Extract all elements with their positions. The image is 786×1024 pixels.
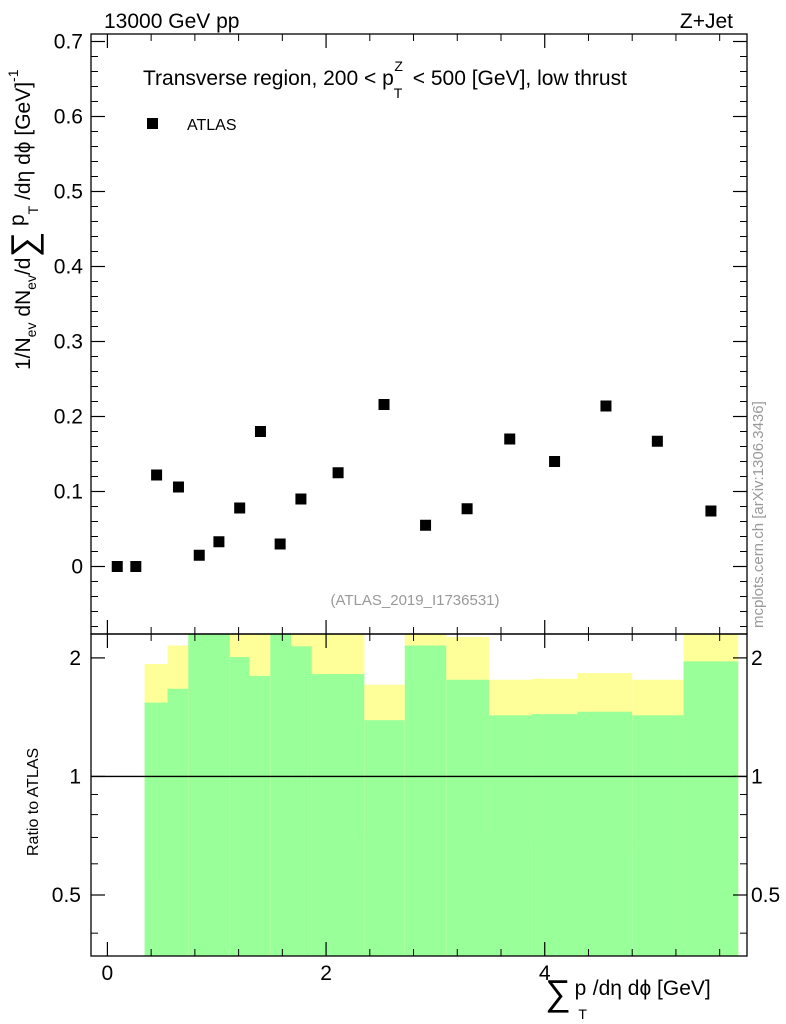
ratio-band-green — [188, 634, 230, 956]
analysis-label: (ATLAS_2019_I1736531) — [330, 592, 499, 609]
ratio-plot-frame — [90, 633, 748, 957]
y-tick-label: 0.2 — [54, 406, 83, 429]
ratio-band-green — [270, 634, 292, 956]
ylabel-part-f: p — [6, 214, 29, 232]
energy-label: 13000 GeV pp — [104, 10, 239, 33]
legend-label-atlas: ATLAS — [187, 117, 237, 134]
ratio-band-green — [531, 714, 578, 956]
data-point — [151, 469, 163, 481]
ylabel-part-h: /dη dϕ [GeV] — [12, 82, 35, 206]
data-point — [600, 400, 612, 412]
ratio-band-green — [683, 661, 739, 956]
y-tick-label: 0.7 — [54, 31, 83, 54]
x-tick-label: 0 — [102, 962, 114, 985]
watermark: mcplots.cern.ch [arXiv:1306.3436] — [750, 401, 767, 628]
ratio-y-tick-label-right: 1 — [751, 765, 763, 788]
ratio-y-tick-label: 1 — [69, 765, 81, 788]
chart-title-rest: < 500 [GeV], low thrust — [407, 67, 627, 90]
y-tick-label: 0.4 — [54, 256, 84, 279]
legend-marker-atlas — [147, 118, 158, 129]
ylabel-part-a: 1/N — [12, 337, 35, 370]
y-tick-label: 0 — [71, 556, 83, 579]
data-point — [420, 519, 432, 531]
chart-title: Transverse region, 200 < pTZ < 500 [GeV]… — [143, 58, 627, 101]
data-point — [651, 435, 663, 447]
y-tick-label: 0.3 — [54, 331, 83, 354]
ratio-band-green — [632, 715, 684, 956]
data-point — [254, 426, 266, 437]
x-tick-label: 2 — [320, 962, 332, 985]
ylabel-part-i: -1 — [5, 69, 21, 82]
data-point — [213, 536, 225, 548]
data-point — [130, 561, 142, 572]
data-point — [378, 399, 390, 410]
data-point — [549, 456, 561, 467]
ylabel-part-g: T — [25, 205, 41, 214]
y-tick-label: 0.1 — [54, 481, 83, 504]
data-point — [111, 561, 123, 572]
axis-ticks: 0 0.1 0.2 0.3 0.4 0.5 0.6 0.7 0 2 4 0.5 0.5 1 1 2 2 — [52, 31, 780, 986]
ylabel-sigma: ∑ — [3, 232, 44, 258]
ratio-band-green — [144, 702, 168, 956]
ratio-y-tick-label: 2 — [69, 647, 81, 670]
chart-title-sub: T — [394, 85, 403, 101]
ylabel-part-e: /d — [12, 258, 35, 276]
data-point — [193, 549, 205, 561]
chart-title-sup: Z — [394, 58, 403, 74]
process-label: Z+Jet — [680, 10, 733, 33]
y-tick-label: 0.5 — [54, 181, 83, 204]
ratio-band-green — [167, 688, 189, 956]
ylabel-part-b: ev — [23, 323, 39, 338]
data-point — [461, 503, 473, 515]
data-point — [234, 502, 246, 514]
ratio-band-green — [229, 657, 250, 956]
xlabel-part-a: p — [575, 977, 587, 1000]
ratio-bands — [144, 634, 739, 956]
data-point — [504, 433, 516, 445]
ratio-band-green — [364, 720, 405, 956]
xlabel-part-c: /dη dϕ [GeV] — [587, 977, 711, 1000]
ratio-y-tick-label-right: 2 — [751, 647, 763, 670]
ratio-band-green — [488, 715, 532, 956]
y-axis-title: 1/Nev dNev/d∑ pT /dη dϕ [GeV]-1 — [3, 69, 44, 370]
ratio-band-green — [311, 674, 365, 956]
ratio-y-axis-title: Ratio to ATLAS — [25, 748, 42, 856]
ratio-band-green — [291, 646, 312, 956]
ratio-band-green — [446, 679, 489, 956]
data-point — [705, 505, 717, 517]
ylabel-part-c: dN — [12, 290, 35, 323]
data-point — [172, 481, 184, 493]
x-axis-title: ∑ p T /dη dϕ [GeV] — [545, 972, 711, 1022]
ratio-band-green — [577, 711, 633, 956]
svg-text:1/Nev dNev/d∑ pT /dη dϕ [GeV]: 1/Nev dNev/d∑ pT /dη dϕ [GeV]-1 — [3, 69, 44, 370]
x-tick-label: 4 — [539, 962, 551, 985]
data-point — [332, 467, 344, 479]
y-tick-label: 0.6 — [54, 106, 83, 129]
ratio-band-green — [249, 675, 271, 956]
ratio-y-tick-label-right: 0.5 — [751, 884, 780, 907]
data-points — [111, 399, 717, 572]
data-point — [274, 538, 286, 550]
data-point — [295, 493, 307, 505]
ylabel-part-d: ev — [23, 275, 39, 290]
chart-title-main: Transverse region, 200 < p — [143, 67, 394, 90]
xlabel-part-b: T — [578, 1006, 587, 1022]
xlabel-sigma: ∑ — [545, 972, 571, 1013]
ratio-band-green — [404, 645, 447, 956]
ratio-y-tick-label: 0.5 — [52, 884, 81, 907]
